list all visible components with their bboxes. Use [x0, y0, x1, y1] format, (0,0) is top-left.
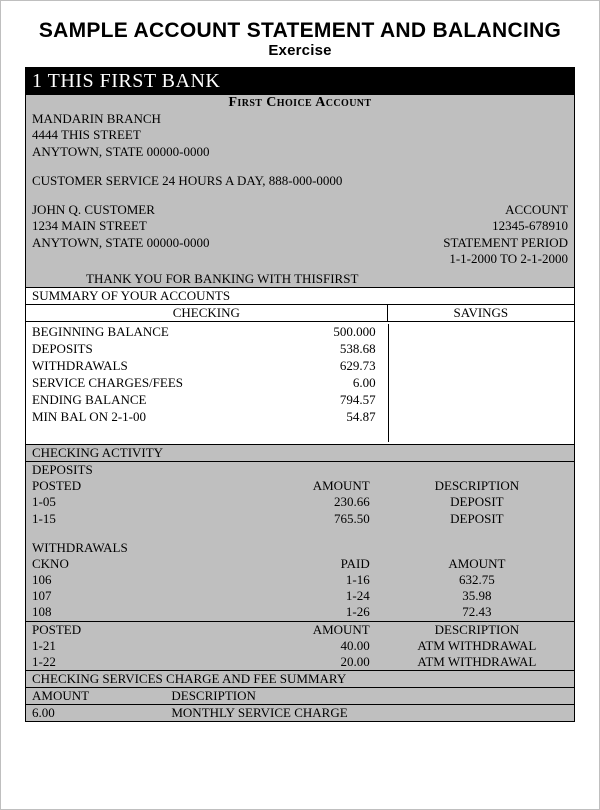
summary-row: [26, 426, 574, 443]
col-paid: PAID: [236, 556, 386, 572]
checks-header: CKNO PAID AMOUNT: [26, 556, 574, 572]
summary-table: BEGINNING BALANCE500.000 DEPOSITS538.68 …: [26, 322, 574, 444]
fee-row: 6.00 MONTHLY SERVICE CHARGE: [26, 704, 574, 721]
account-number: 12345-678910: [492, 218, 568, 234]
customer-row-5: 1-1-2000 TO 2-1-2000: [26, 251, 574, 267]
customer-row-1: JOHN Q. CUSTOMER ACCOUNT: [26, 202, 574, 218]
col-ckno: CKNO: [32, 556, 236, 572]
col-posted: POSTED: [32, 478, 236, 494]
col-amount: AMOUNT: [386, 556, 568, 572]
withdrawal-row: 1-2220.00ATM WITHDRAWAL: [26, 654, 574, 670]
summary-row: ENDING BALANCE794.57: [26, 392, 574, 409]
page-subtitle: Exercise: [25, 42, 575, 59]
fees-header: AMOUNT DESCRIPTION: [26, 687, 574, 704]
summary-row: MIN BAL ON 2-1-0054.87: [26, 409, 574, 426]
spacer: [26, 189, 574, 202]
col-amount: AMOUNT: [236, 478, 386, 494]
deposit-row: 1-15765.50DEPOSIT: [26, 511, 574, 527]
customer-service: CUSTOMER SERVICE 24 HOURS A DAY, 888-000…: [26, 173, 574, 189]
deposits-label: DEPOSITS: [26, 461, 574, 478]
fee-desc: MONTHLY SERVICE CHARGE: [171, 705, 568, 721]
customer-name: JOHN Q. CUSTOMER: [32, 202, 155, 218]
other-withdrawals-header: POSTED AMOUNT DESCRIPTION: [26, 621, 574, 638]
summary-title: SUMMARY OF YOUR ACCOUNTS: [26, 287, 574, 305]
customer-street: 1234 MAIN STREET: [32, 218, 147, 234]
account-label: ACCOUNT: [505, 202, 568, 218]
col-amount: AMOUNT: [236, 622, 386, 638]
customer-row-2: 1234 MAIN STREET 12345-678910: [26, 218, 574, 234]
branch-name: MANDARIN BRANCH: [26, 111, 574, 127]
withdrawal-row: 1-2140.00ATM WITHDRAWAL: [26, 638, 574, 654]
check-row: 1071-2435.98: [26, 588, 574, 604]
statement-box: 1 THIS FIRST BANK First Choice Account M…: [25, 67, 575, 722]
branch-street: 4444 THIS STREET: [26, 127, 574, 143]
fee-amount: 6.00: [32, 705, 171, 721]
deposits-header: POSTED AMOUNT DESCRIPTION: [26, 478, 574, 494]
withdrawals-label: WITHDRAWALS: [26, 540, 574, 556]
col-amount: AMOUNT: [32, 688, 171, 704]
thanks-line: THANK YOU FOR BANKING WITH THISFIRST: [26, 271, 574, 287]
account-type: First Choice Account: [26, 95, 574, 111]
col-description: DESCRIPTION: [386, 478, 568, 494]
col-description: DESCRIPTION: [171, 688, 568, 704]
fees-title: CHECKING SERVICES CHARGE AND FEE SUMMARY: [26, 670, 574, 687]
deposit-row: 1-05230.66DEPOSIT: [26, 494, 574, 510]
col-posted: POSTED: [32, 622, 236, 638]
checking-activity-section: CHECKING ACTIVITY DEPOSITS POSTED AMOUNT…: [26, 444, 574, 721]
spacer: [26, 160, 574, 173]
summary-row: WITHDRAWALS629.73: [26, 358, 574, 375]
branch-city: ANYTOWN, STATE 00000-0000: [26, 144, 574, 160]
page-container: SAMPLE ACCOUNT STATEMENT AND BALANCING E…: [0, 0, 600, 810]
summary-row: SERVICE CHARGES/FEES6.00: [26, 375, 574, 392]
col-description: DESCRIPTION: [386, 622, 568, 638]
spacer: [26, 527, 574, 540]
check-row: 1081-2672.43: [26, 604, 574, 620]
period-label: STATEMENT PERIOD: [443, 235, 568, 251]
period-value: 1-1-2000 TO 2-1-2000: [449, 251, 568, 267]
summary-row: BEGINNING BALANCE500.000: [26, 324, 574, 341]
checking-activity-title: CHECKING ACTIVITY: [26, 444, 574, 461]
col-savings: SAVINGS: [388, 305, 574, 321]
col-checking: CHECKING: [26, 305, 388, 321]
summary-columns: CHECKING SAVINGS: [26, 305, 574, 322]
bank-name-bar: 1 THIS FIRST BANK: [26, 68, 574, 95]
page-title: SAMPLE ACCOUNT STATEMENT AND BALANCING: [25, 19, 575, 43]
summary-row: DEPOSITS538.68: [26, 341, 574, 358]
customer-city: ANYTOWN, STATE 00000-0000: [32, 235, 209, 251]
check-row: 1061-16632.75: [26, 572, 574, 588]
